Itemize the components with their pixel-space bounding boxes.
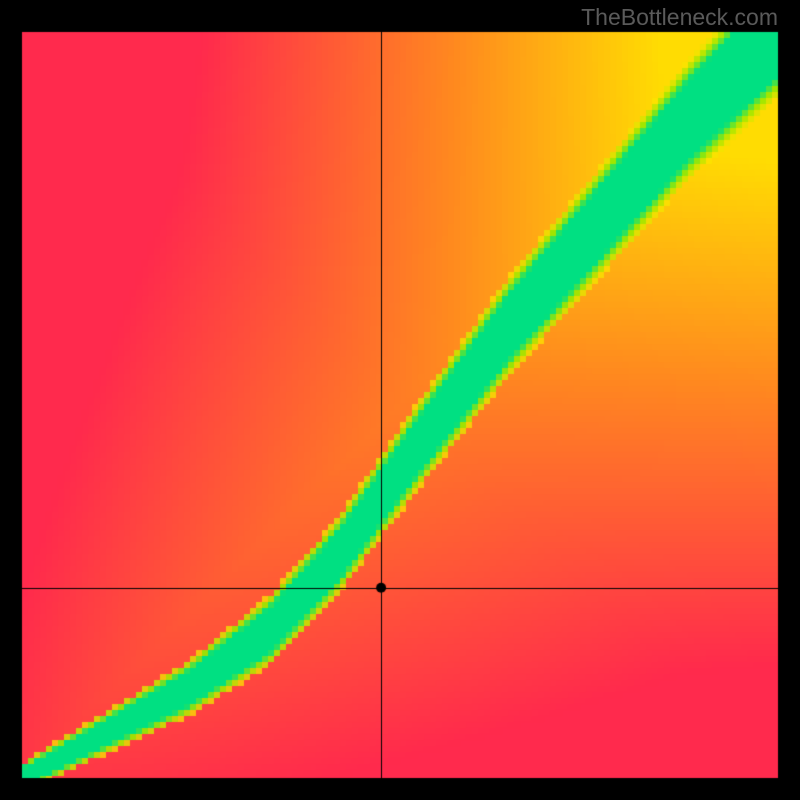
attribution-label: TheBottleneck.com xyxy=(581,4,778,31)
bottleneck-heatmap xyxy=(0,0,800,800)
chart-container: { "attribution": { "text": "TheBottlenec… xyxy=(0,0,800,800)
